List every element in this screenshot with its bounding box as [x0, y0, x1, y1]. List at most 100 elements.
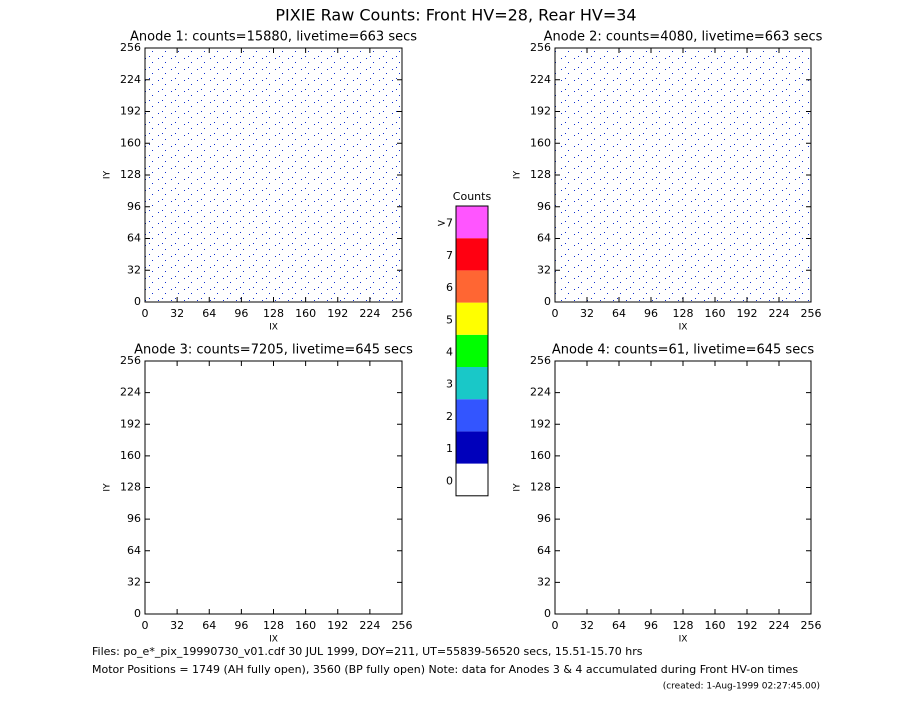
- y-tick-label: 0: [134, 607, 141, 620]
- x-tick-label: 224: [769, 307, 790, 320]
- y-tick-label: 96: [127, 512, 141, 525]
- y-tick-label: 128: [530, 481, 551, 494]
- colorbar-label: 7: [446, 249, 453, 262]
- x-tick-label: 0: [142, 307, 149, 320]
- y-tick-label: 64: [537, 232, 551, 245]
- y-tick-label: 0: [544, 295, 551, 308]
- y-axis-label: IY: [103, 170, 113, 179]
- colorbar-cell: [456, 431, 488, 464]
- y-axis-label: IY: [513, 170, 523, 179]
- x-tick-label: 160: [705, 307, 726, 320]
- x-tick-label: 256: [801, 619, 822, 632]
- y-tick-label: 0: [544, 607, 551, 620]
- y-tick-label: 224: [530, 386, 551, 399]
- y-tick-label: 96: [537, 512, 551, 525]
- colorbar-label: 1: [446, 442, 453, 455]
- y-tick-label: 96: [537, 200, 551, 213]
- x-tick-label: 0: [552, 307, 559, 320]
- x-tick-label: 192: [327, 307, 348, 320]
- y-tick-label: 64: [537, 544, 551, 557]
- x-tick-label: 192: [737, 619, 758, 632]
- x-tick-label: 0: [552, 619, 559, 632]
- colorbar-cell: [456, 399, 488, 432]
- y-axis-label: IY: [103, 483, 113, 492]
- footer-motor: Motor Positions = 1749 (AH fully open), …: [92, 663, 798, 676]
- x-tick-label: 192: [737, 307, 758, 320]
- y-tick-label: 32: [127, 575, 141, 588]
- y-tick-label: 224: [120, 386, 141, 399]
- y-tick-label: 256: [120, 354, 141, 367]
- y-tick-label: 256: [530, 41, 551, 54]
- footer-files: Files: po_e*_pix_19990730_v01.cdf 30 JUL…: [92, 645, 643, 658]
- y-tick-label: 128: [120, 168, 141, 181]
- y-tick-label: 256: [530, 354, 551, 367]
- colorbar-label: >7: [437, 217, 453, 230]
- x-tick-label: 32: [170, 307, 184, 320]
- y-tick-label: 160: [120, 136, 141, 149]
- y-tick-label: 256: [120, 41, 141, 54]
- colorbar-cell: [456, 270, 488, 303]
- x-tick-label: 128: [673, 619, 694, 632]
- x-tick-label: 64: [202, 619, 216, 632]
- x-tick-label: 160: [295, 307, 316, 320]
- x-axis-label: IX: [679, 323, 688, 333]
- x-tick-label: 256: [392, 619, 413, 632]
- colorbar-cell: [456, 302, 488, 335]
- x-tick-label: 96: [644, 619, 658, 632]
- y-tick-label: 192: [530, 105, 551, 118]
- y-tick-label: 192: [120, 105, 141, 118]
- dot-texture: [145, 48, 402, 302]
- x-tick-label: 96: [234, 307, 248, 320]
- colorbar-label: 2: [446, 410, 453, 423]
- colorbar-cell: [456, 206, 488, 239]
- y-tick-label: 192: [530, 417, 551, 430]
- colorbar-label: 4: [446, 346, 453, 359]
- panel-title: Anode 3: counts=7205, livetime=645 secs: [134, 343, 413, 358]
- x-tick-label: 224: [359, 619, 380, 632]
- x-axis-label: IX: [269, 635, 278, 645]
- colorbar-cell: [456, 463, 488, 496]
- y-tick-label: 192: [120, 417, 141, 430]
- x-tick-label: 192: [327, 619, 348, 632]
- y-tick-label: 224: [120, 73, 141, 86]
- x-tick-label: 256: [392, 307, 413, 320]
- colorbar-label: 0: [446, 474, 453, 487]
- colorbar-cell: [456, 367, 488, 400]
- colorbar-label: 5: [446, 313, 453, 326]
- x-tick-label: 0: [142, 619, 149, 632]
- x-tick-label: 128: [673, 307, 694, 320]
- x-tick-label: 128: [263, 619, 284, 632]
- page-title: PIXIE Raw Counts: Front HV=28, Rear HV=3…: [275, 6, 636, 25]
- x-tick-label: 64: [202, 307, 216, 320]
- plot-frame: [554, 360, 812, 615]
- x-tick-label: 160: [295, 619, 316, 632]
- dot-texture: [555, 48, 811, 302]
- x-tick-label: 32: [580, 619, 594, 632]
- x-tick-label: 64: [612, 619, 626, 632]
- y-tick-label: 160: [530, 136, 551, 149]
- x-tick-label: 128: [263, 307, 284, 320]
- plot-frame: [144, 360, 403, 615]
- colorbar-frame: [455, 205, 489, 497]
- y-tick-label: 64: [127, 544, 141, 557]
- y-tick-label: 224: [530, 73, 551, 86]
- colorbar-label: 6: [446, 281, 453, 294]
- colorbar-label: 3: [446, 378, 453, 391]
- panel-title: Anode 4: counts=61, livetime=645 secs: [552, 343, 814, 358]
- y-tick-label: 160: [120, 449, 141, 462]
- x-tick-label: 224: [769, 619, 790, 632]
- y-tick-label: 0: [134, 295, 141, 308]
- x-axis-label: IX: [269, 323, 278, 333]
- colorbar-cell: [456, 334, 488, 367]
- y-tick-label: 32: [537, 575, 551, 588]
- x-tick-label: 32: [170, 619, 184, 632]
- x-tick-label: 256: [801, 307, 822, 320]
- x-tick-label: 160: [705, 619, 726, 632]
- y-tick-label: 128: [120, 481, 141, 494]
- x-tick-label: 224: [359, 307, 380, 320]
- y-tick-label: 32: [127, 263, 141, 276]
- x-axis-label: IX: [679, 635, 688, 645]
- footer-created: (created: 1-Aug-1999 02:27:45.00): [663, 682, 820, 692]
- y-tick-label: 32: [537, 263, 551, 276]
